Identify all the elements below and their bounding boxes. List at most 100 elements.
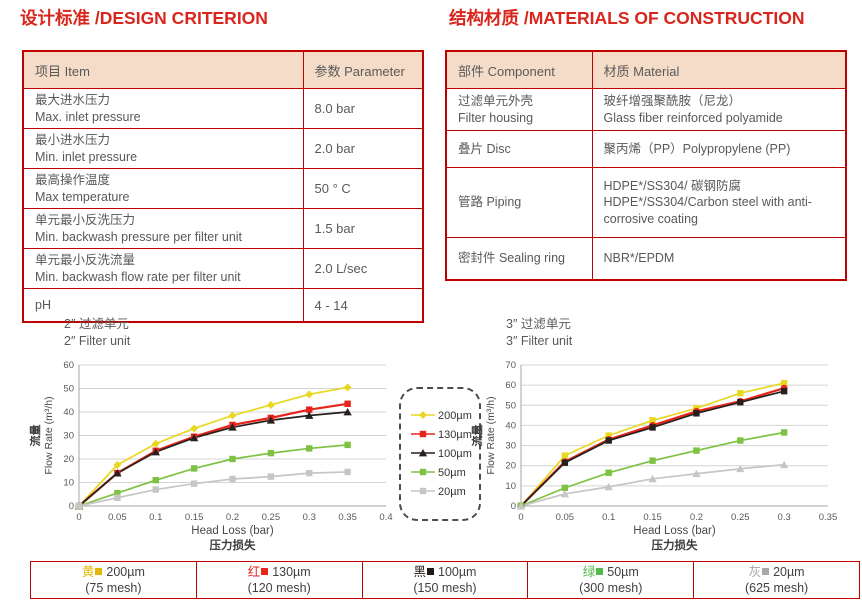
data-point-marker [779, 460, 789, 468]
color-swatch [95, 568, 103, 576]
y-tick-label: 60 [63, 360, 74, 371]
data-point-marker [736, 464, 745, 472]
data-point-marker [561, 459, 569, 466]
legend-line-icon [411, 430, 435, 437]
item-label-en: Min. inlet pressure [35, 149, 138, 164]
y-tick-label: 20 [63, 454, 74, 465]
table-row: 管路 Piping HDPE*/SS304/ 碳钢防腐 HDPE*/SS304/C… [445, 167, 847, 238]
y-tick-label: 50 [505, 400, 516, 411]
x-axis-title-cn: 压力损失 [652, 538, 698, 552]
data-point-marker [419, 410, 427, 419]
data-point-marker [419, 468, 427, 475]
parameter-value: 50 ° C [302, 168, 424, 209]
item-label-en: Min. backwash pressure per filter unit [35, 229, 243, 244]
data-point-marker [737, 398, 744, 406]
color-name-cn: 红 [247, 564, 261, 579]
data-point-marker [113, 468, 122, 477]
data-point-marker [419, 430, 427, 437]
color-key-bar: 黄 200µm (75 mesh) 红 130µm (120 mesh) 黑 100µ… [30, 561, 860, 599]
data-point-marker [305, 411, 314, 419]
item-label-cn: 单元最小反洗流量 [35, 253, 136, 267]
y-axis-title-en: Flow Rate (m³/h) [485, 396, 497, 474]
series-line-200µm [78, 386, 348, 507]
y-axis-title-cn: 流量 [28, 424, 42, 446]
color-key-cell: 绿 50µm (300 mesh) [528, 561, 695, 599]
micron-label: 50µm [607, 564, 639, 579]
color-key-cell: 黑 100µm (150 mesh) [362, 561, 529, 599]
table-row: 叠片 Disc 聚丙烯（PP）Polypropylene (PP) [445, 130, 847, 168]
series-marker-icon [410, 486, 436, 499]
table-row: 最大进水压力 Max. inlet pressure 8.0 bar [22, 88, 424, 129]
series-line-130µm [520, 386, 785, 507]
data-point-marker [560, 489, 570, 498]
series-line-100µm [78, 410, 348, 507]
column-header-component: 部件 Component [445, 50, 593, 89]
data-point-marker [305, 390, 314, 399]
column-header-parameter: 参数 Parameter [302, 50, 424, 89]
data-point-marker [343, 383, 352, 392]
y-tick-label: 0 [511, 501, 516, 512]
data-point-marker [229, 455, 236, 462]
material-value: 聚丙烯（PP）Polypropylene (PP) [603, 141, 791, 156]
legend-label: 50µm [438, 467, 466, 479]
x-tick-label: 0.2 [226, 512, 239, 523]
chart-title-en: 2″ Filter unit [64, 333, 131, 348]
table-row: 单元最小反洗流量 Min. backwash flow rate per filt… [22, 248, 424, 289]
series-line-50µm [78, 443, 348, 507]
design-criterion-heading: 设计标准 /DESIGN CRITERION [20, 8, 268, 28]
data-point-marker [604, 482, 613, 491]
legend-line-icon [411, 410, 435, 419]
item-label-cn: 最小进水压力 [35, 133, 111, 147]
data-point-marker [344, 468, 351, 475]
x-axis-title-en: Head Loss (bar) [191, 525, 274, 537]
data-point-marker [693, 409, 700, 417]
material-value-cn: 玻纤增强聚酰胺（尼龙） [603, 94, 742, 108]
table-header-row: 部件 Component 材质 Material [445, 50, 847, 89]
mesh-label: (75 mesh) [85, 581, 142, 595]
table-row: 最小进水压力 Min. inlet pressure 2.0 bar [22, 128, 424, 169]
x-tick-label: 0.35 [819, 512, 838, 523]
y-axis-title-en: Flow Rate (m³/h) [43, 396, 55, 474]
data-point-marker [693, 447, 700, 454]
data-point-marker [152, 476, 159, 484]
data-point-marker [737, 437, 744, 444]
parameter-value: 8.0 bar [302, 88, 424, 129]
chart-title-3inch: 3″ 过滤单元 3″ Filter unit [506, 316, 842, 350]
color-swatch [261, 568, 269, 576]
legend-line-icon [411, 448, 435, 456]
data-point-marker [306, 406, 313, 413]
data-point-marker [190, 480, 198, 487]
data-point-marker [561, 452, 569, 459]
table-row: 最高操作温度 Max temperature 50 ° C [22, 168, 424, 209]
data-point-marker [267, 449, 275, 457]
color-name-cn: 绿 [582, 564, 596, 579]
table-header-row: 项目 Item 参数 Parameter [22, 50, 424, 89]
item-label-en: Min. backwash flow rate per filter unit [35, 269, 241, 284]
chart-canvas: 0 10 20 30 40 50 60 0 0.05 0.1 0.15 0.2 0.25 0.3 0.35 0… [28, 360, 393, 552]
x-tick-label: 0.4 [379, 512, 392, 523]
x-axis-title-cn: 压力损失 [210, 538, 256, 552]
legend-line-icon [411, 487, 435, 494]
data-point-marker [266, 400, 275, 409]
chart-title-en: 3″ Filter unit [506, 333, 573, 348]
y-tick-label: 0 [69, 501, 74, 512]
data-point-marker [190, 464, 198, 472]
data-point-marker [229, 475, 236, 482]
data-point-marker [605, 469, 612, 476]
parameter-value: 1.5 bar [302, 208, 424, 249]
color-key-cell: 黄 200µm (75 mesh) [30, 561, 197, 599]
mesh-label: (300 mesh) [579, 581, 643, 595]
micron-label: 200µm [106, 564, 145, 579]
data-point-marker [151, 447, 160, 456]
x-axis-title-en: Head Loss (bar) [633, 525, 716, 537]
micron-label: 100µm [438, 564, 477, 579]
material-value: NBR*/EPDM [603, 251, 675, 265]
x-tick-label: 0.25 [262, 512, 281, 523]
data-point-marker [343, 407, 352, 416]
data-point-marker [418, 448, 428, 456]
column-header-material: 材质 Material [591, 50, 847, 89]
legend-entry: 100µm [410, 448, 479, 461]
data-point-marker [190, 424, 199, 433]
chart-title-2inch: 2″ 过滤单元 2″ Filter unit [64, 316, 400, 350]
x-tick-label: 0.15 [643, 512, 662, 523]
